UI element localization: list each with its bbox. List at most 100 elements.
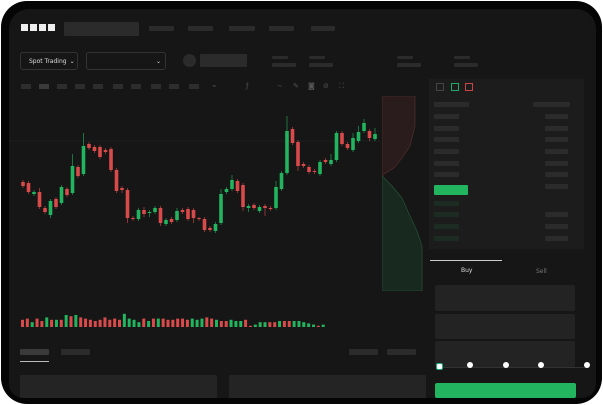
tab-sell[interactable]: Sell <box>536 268 547 275</box>
price-input[interactable] <box>435 285 575 311</box>
volume-bar <box>248 325 252 327</box>
volume-bar <box>25 318 29 327</box>
amount-slider-handle[interactable] <box>436 363 443 370</box>
filter-button[interactable] <box>387 349 416 355</box>
depth-asks-area <box>382 96 416 177</box>
search-bar[interactable] <box>64 22 139 36</box>
indicator-icon[interactable]: ƒ <box>246 82 249 90</box>
orderbook-bids-icon[interactable] <box>451 83 459 91</box>
line-tool-icon[interactable]: ∼ <box>277 82 283 90</box>
volume-bar <box>312 324 315 327</box>
candle-body <box>290 129 295 143</box>
candle-body <box>219 194 223 223</box>
pair-price <box>200 54 247 67</box>
volume-bar <box>45 317 49 327</box>
amount-slider-track[interactable] <box>439 367 589 368</box>
pencil-icon[interactable]: ✎ <box>293 82 299 90</box>
pair-selector[interactable]: ⌄ <box>86 52 166 70</box>
volume-bar <box>268 322 272 327</box>
volume-bar <box>185 319 189 327</box>
fullscreen-icon[interactable]: ⛶ <box>339 82 344 90</box>
timeframe-button[interactable] <box>57 84 67 89</box>
volume-bar <box>200 318 204 327</box>
nav-item[interactable] <box>188 26 213 31</box>
volume-bar <box>54 319 58 327</box>
timeframe-button[interactable] <box>93 84 103 89</box>
orderbook-both-icon[interactable] <box>436 83 444 91</box>
candlestick-chart[interactable] <box>9 96 429 336</box>
buy-tab-indicator <box>430 260 502 261</box>
slider-step-50[interactable] <box>503 362 509 368</box>
stat-value <box>397 63 421 67</box>
candle-type-icon[interactable]: ⌁ <box>212 82 217 90</box>
bid-size <box>545 212 568 217</box>
volume-bar <box>239 321 243 327</box>
timeframe-button[interactable] <box>21 84 31 89</box>
timeframe-button[interactable] <box>113 84 123 89</box>
candle-body <box>362 123 366 131</box>
candle-body <box>230 180 234 189</box>
candle-body <box>268 208 273 209</box>
filter-button[interactable] <box>349 349 378 355</box>
market-selector[interactable]: Spot Trading ⌄ <box>20 52 78 70</box>
candle-body <box>87 144 91 148</box>
slider-step-75[interactable] <box>538 362 544 368</box>
okx-logo <box>21 24 55 31</box>
market-selector-label: Spot Trading <box>29 57 67 65</box>
candle-body <box>334 133 339 160</box>
candle-body <box>21 182 25 186</box>
timeframe-button[interactable] <box>131 84 141 89</box>
volume-bar <box>59 319 63 327</box>
volume-bar <box>224 321 228 327</box>
candle-body <box>329 160 333 164</box>
tab-open-orders[interactable] <box>20 349 49 355</box>
volume-bar <box>253 324 257 327</box>
volume-bar <box>103 317 107 327</box>
column-header <box>533 102 570 107</box>
tab-buy[interactable]: Buy <box>461 267 473 274</box>
candle-body <box>197 218 201 219</box>
nav-item[interactable] <box>149 26 174 31</box>
timeframe-button[interactable] <box>169 84 179 89</box>
stat-label <box>397 56 413 59</box>
slider-step-25[interactable] <box>467 362 473 368</box>
orderbook-asks-icon[interactable] <box>465 83 473 91</box>
candle-body <box>257 207 262 211</box>
timeframe-button[interactable] <box>151 84 161 89</box>
depth-chart <box>382 96 423 291</box>
settings-icon[interactable]: ⊘ <box>323 82 329 90</box>
timeframe-button[interactable] <box>39 84 49 89</box>
ask-size <box>545 126 568 131</box>
ask-price <box>434 172 459 177</box>
nav-item[interactable] <box>311 26 335 31</box>
ask-size <box>545 149 568 154</box>
candle-body <box>180 210 185 212</box>
candle-body <box>241 185 245 207</box>
candle-body <box>296 142 300 166</box>
volume-bar <box>50 319 54 327</box>
bid-size <box>545 236 568 241</box>
volume-bar <box>302 322 306 327</box>
amount-input[interactable] <box>435 314 575 339</box>
buy-button[interactable] <box>435 383 576 398</box>
camera-icon[interactable]: ◙ <box>308 82 315 90</box>
candle-body <box>98 147 102 157</box>
volume-bar <box>176 318 180 327</box>
candle-body <box>285 131 289 173</box>
volume-bar <box>263 322 267 327</box>
bid-price <box>434 224 459 229</box>
nav-item[interactable] <box>269 26 294 31</box>
tab-order-history[interactable] <box>61 349 90 355</box>
timeframe-button[interactable] <box>75 84 85 89</box>
candle-body <box>202 219 207 230</box>
stat-value <box>309 63 333 67</box>
slider-step-100[interactable] <box>584 362 590 368</box>
candle-body <box>301 164 306 166</box>
timeframe-button[interactable] <box>189 84 199 89</box>
volume-bar <box>21 319 24 327</box>
chevron-down-icon: ⌄ <box>155 57 161 65</box>
volume-bar <box>181 318 185 327</box>
bid-price <box>434 201 459 206</box>
volume-bar <box>292 321 296 327</box>
nav-item[interactable] <box>229 26 255 31</box>
